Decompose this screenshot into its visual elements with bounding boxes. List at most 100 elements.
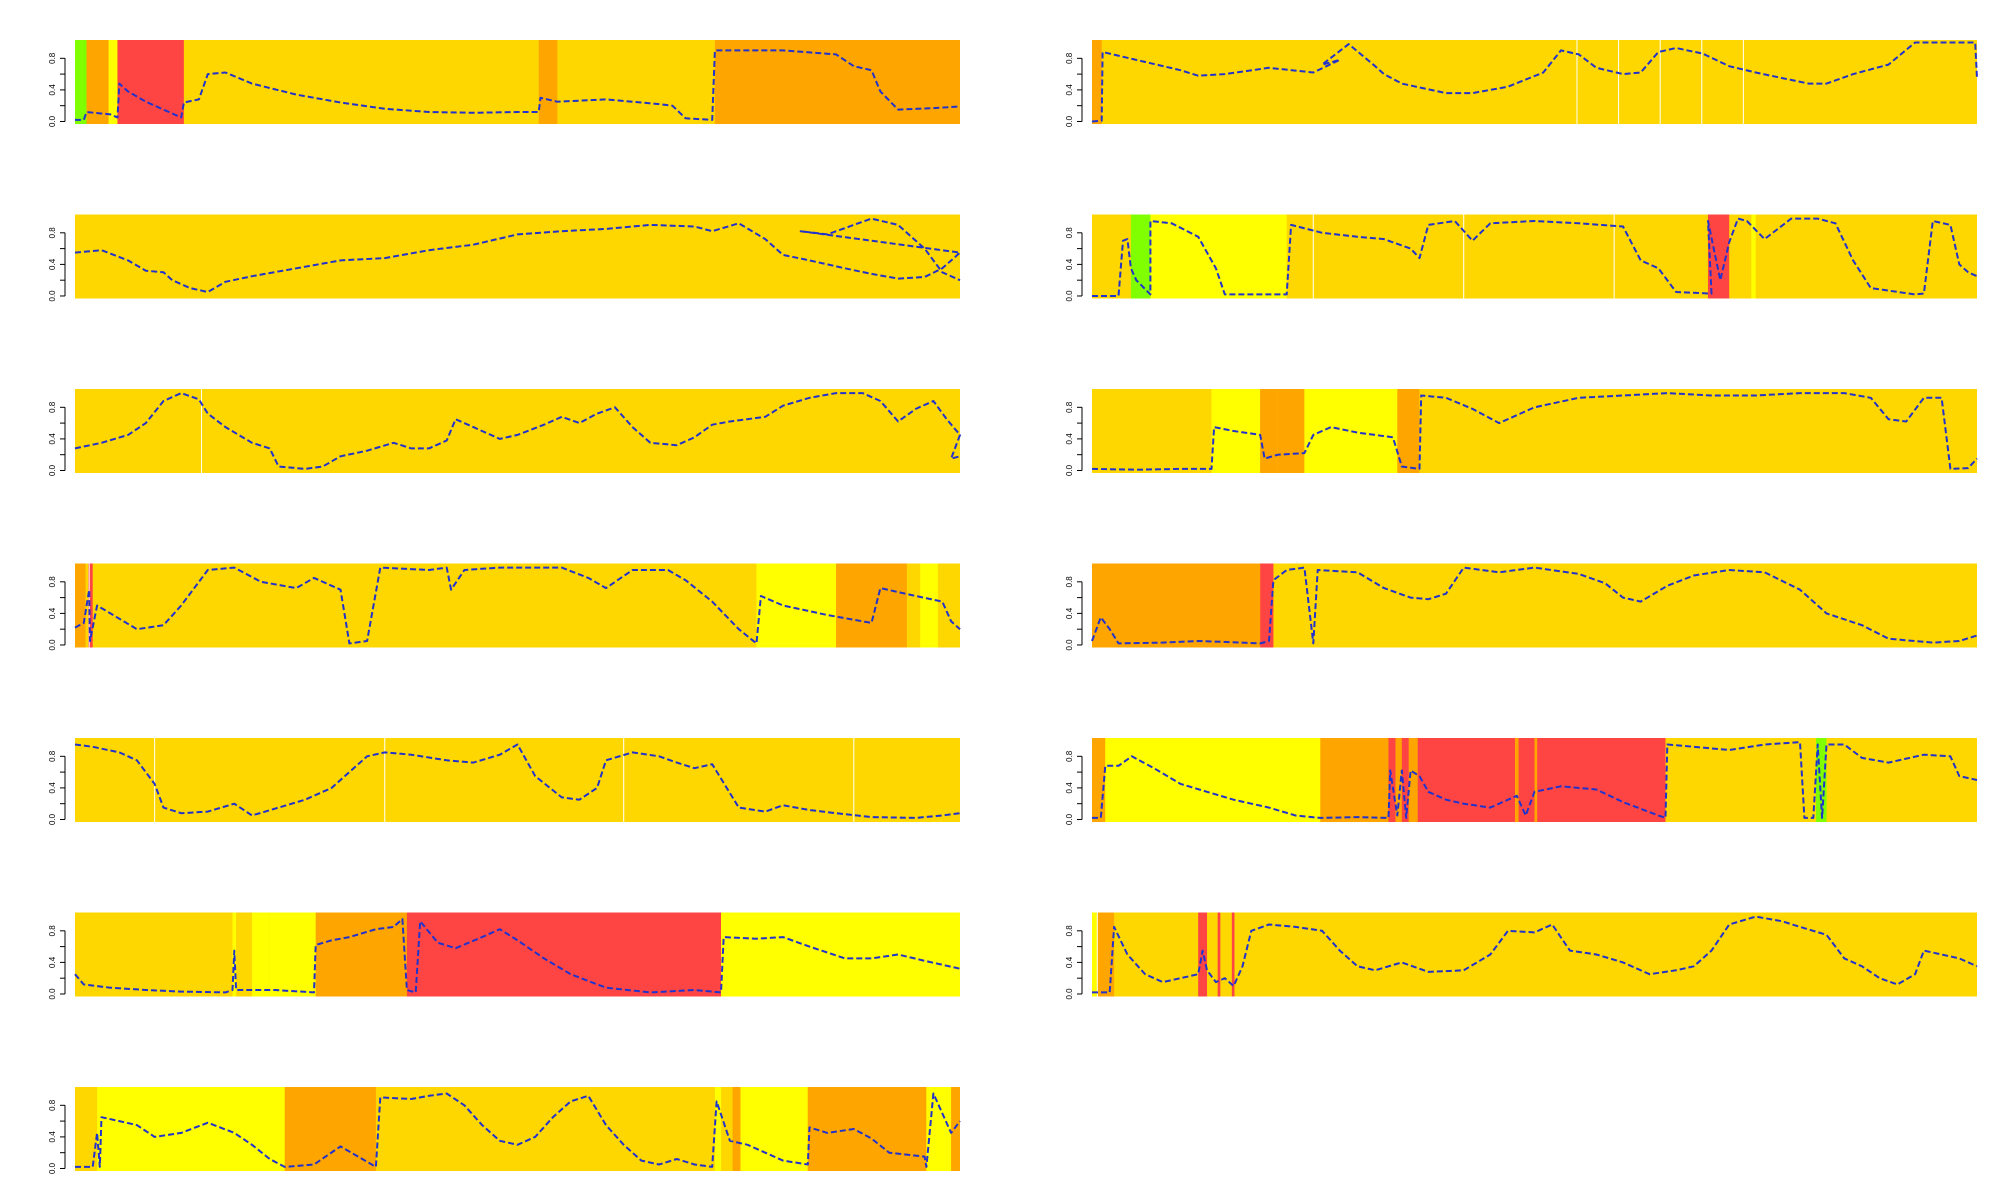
state-segment-red [117, 40, 184, 124]
panel-1: 0.0 0.4 0.8 [48, 40, 961, 127]
panel-4: 0.0 0.4 0.8 [1065, 214, 1978, 302]
state-segment-yellow [756, 563, 837, 648]
state-segment-yellow [714, 1087, 722, 1171]
state-segment-orange [75, 563, 86, 648]
y-tick-label: 0.0 [48, 290, 57, 302]
y-tick-label: 0.8 [1065, 750, 1074, 762]
state-segment-yellow [920, 563, 938, 648]
y-tick-label: 0.0 [1065, 639, 1074, 651]
state-segment-orange [1534, 738, 1538, 822]
state-segment-red [1401, 738, 1409, 822]
state-segment-orange [284, 1087, 376, 1171]
state-segment-yellow [1751, 214, 1756, 299]
series-line [74, 217, 961, 293]
y-tick-label: 0.0 [48, 115, 57, 127]
y-tick-label: 0.8 [48, 401, 57, 413]
y-tick-label: 0.4 [1065, 607, 1074, 619]
state-segment-red [1217, 912, 1221, 997]
state-segment-yellow [1304, 389, 1398, 473]
series-line [1092, 741, 1978, 819]
state-segment-yellow [101, 1087, 285, 1171]
panel-6: 0.0 0.4 0.8 [1065, 389, 1978, 476]
y-tick-label: 0.4 [1065, 84, 1074, 96]
series-line [1091, 566, 1978, 645]
state-segment-yellow [1092, 912, 1098, 997]
panel-10: 0.0 0.4 0.8 [1065, 738, 1978, 825]
state-segment-orange [1092, 563, 1261, 648]
y-tick-label: 0.4 [48, 607, 57, 619]
state-segment-orange [836, 563, 907, 648]
series-line [74, 566, 961, 645]
panel-9: 0.0 0.4 0.8 [48, 738, 961, 825]
panel-background [75, 389, 960, 473]
y-tick-label: 0.4 [48, 1131, 57, 1143]
y-tick-label: 0.0 [48, 1162, 57, 1174]
state-segment-yellow [275, 912, 316, 997]
y-tick-label: 0.0 [1065, 115, 1074, 127]
state-segment-green [1815, 738, 1827, 822]
state-segment-orange [86, 40, 109, 124]
state-segment-red [1518, 738, 1535, 822]
series-line [1091, 41, 1978, 123]
y-tick-label: 0.0 [48, 639, 57, 651]
state-segment-orange [1277, 389, 1305, 473]
state-segment-orange [1515, 738, 1519, 822]
y-tick-label: 0.8 [48, 750, 57, 762]
panel-12: 0.0 0.4 0.8 [1065, 912, 1978, 1000]
y-tick-label: 0.8 [48, 227, 57, 239]
y-tick-label: 0.0 [1065, 813, 1074, 825]
state-segment-red [1707, 214, 1730, 299]
panel-background [1092, 912, 1977, 997]
y-tick-label: 0.8 [1065, 401, 1074, 413]
y-tick-label: 0.8 [48, 52, 57, 64]
state-segment-orange [1092, 40, 1102, 124]
state-segment-orange [732, 1087, 741, 1171]
state-segment-yellow [269, 912, 276, 997]
state-segment-orange [807, 1087, 927, 1171]
panel-background [75, 738, 960, 822]
panel-13: 0.0 0.4 0.8 [48, 1087, 961, 1174]
state-segment-orange [1260, 389, 1278, 473]
state-segment-red [1417, 738, 1516, 822]
state-segment-yellow [252, 912, 270, 997]
series-line [75, 49, 961, 121]
state-segment-orange [538, 40, 558, 124]
series-line [1092, 217, 1978, 297]
panel-background [1092, 40, 1977, 124]
state-segment-orange [1320, 738, 1389, 822]
y-tick-label: 0.4 [1065, 782, 1074, 794]
y-tick-label: 0.0 [48, 464, 57, 476]
y-tick-label: 0.4 [48, 84, 57, 96]
state-segment-orange [1408, 738, 1418, 822]
series-line [74, 918, 961, 994]
y-tick-label: 0.8 [48, 1099, 57, 1111]
state-segment-red [1260, 563, 1274, 648]
state-segment-orange [1097, 912, 1115, 997]
state-segment-orange [1397, 389, 1420, 473]
y-tick-label: 0.0 [1065, 290, 1074, 302]
y-tick-label: 0.8 [48, 576, 57, 588]
y-tick-label: 0.4 [1065, 956, 1074, 968]
y-tick-label: 0.4 [48, 782, 57, 794]
y-tick-label: 0.4 [48, 433, 57, 445]
state-segment-yellow [1105, 738, 1321, 822]
state-segment-orange [714, 40, 960, 124]
state-segment-orange [315, 912, 407, 997]
y-tick-label: 0.4 [1065, 258, 1074, 270]
series-line [75, 1092, 961, 1168]
state-segment-red [406, 912, 722, 997]
state-segment-red [1231, 912, 1235, 997]
y-tick-label: 0.8 [1065, 227, 1074, 239]
y-tick-label: 0.4 [48, 258, 57, 270]
state-segment-orange [951, 1087, 960, 1171]
y-tick-label: 0.4 [1065, 433, 1074, 445]
state-segment-yellow [1150, 214, 1287, 299]
panel-7: 0.0 0.4 0.8 [48, 563, 961, 651]
y-tick-label: 0.8 [1065, 52, 1074, 64]
state-segment-orange [1092, 738, 1106, 822]
panel-2: 0.0 0.4 0.8 [1065, 40, 1978, 127]
state-segment-yellow [926, 1087, 952, 1171]
panel-8: 0.0 0.4 0.8 [1065, 563, 1978, 651]
y-tick-label: 0.0 [1065, 988, 1074, 1000]
